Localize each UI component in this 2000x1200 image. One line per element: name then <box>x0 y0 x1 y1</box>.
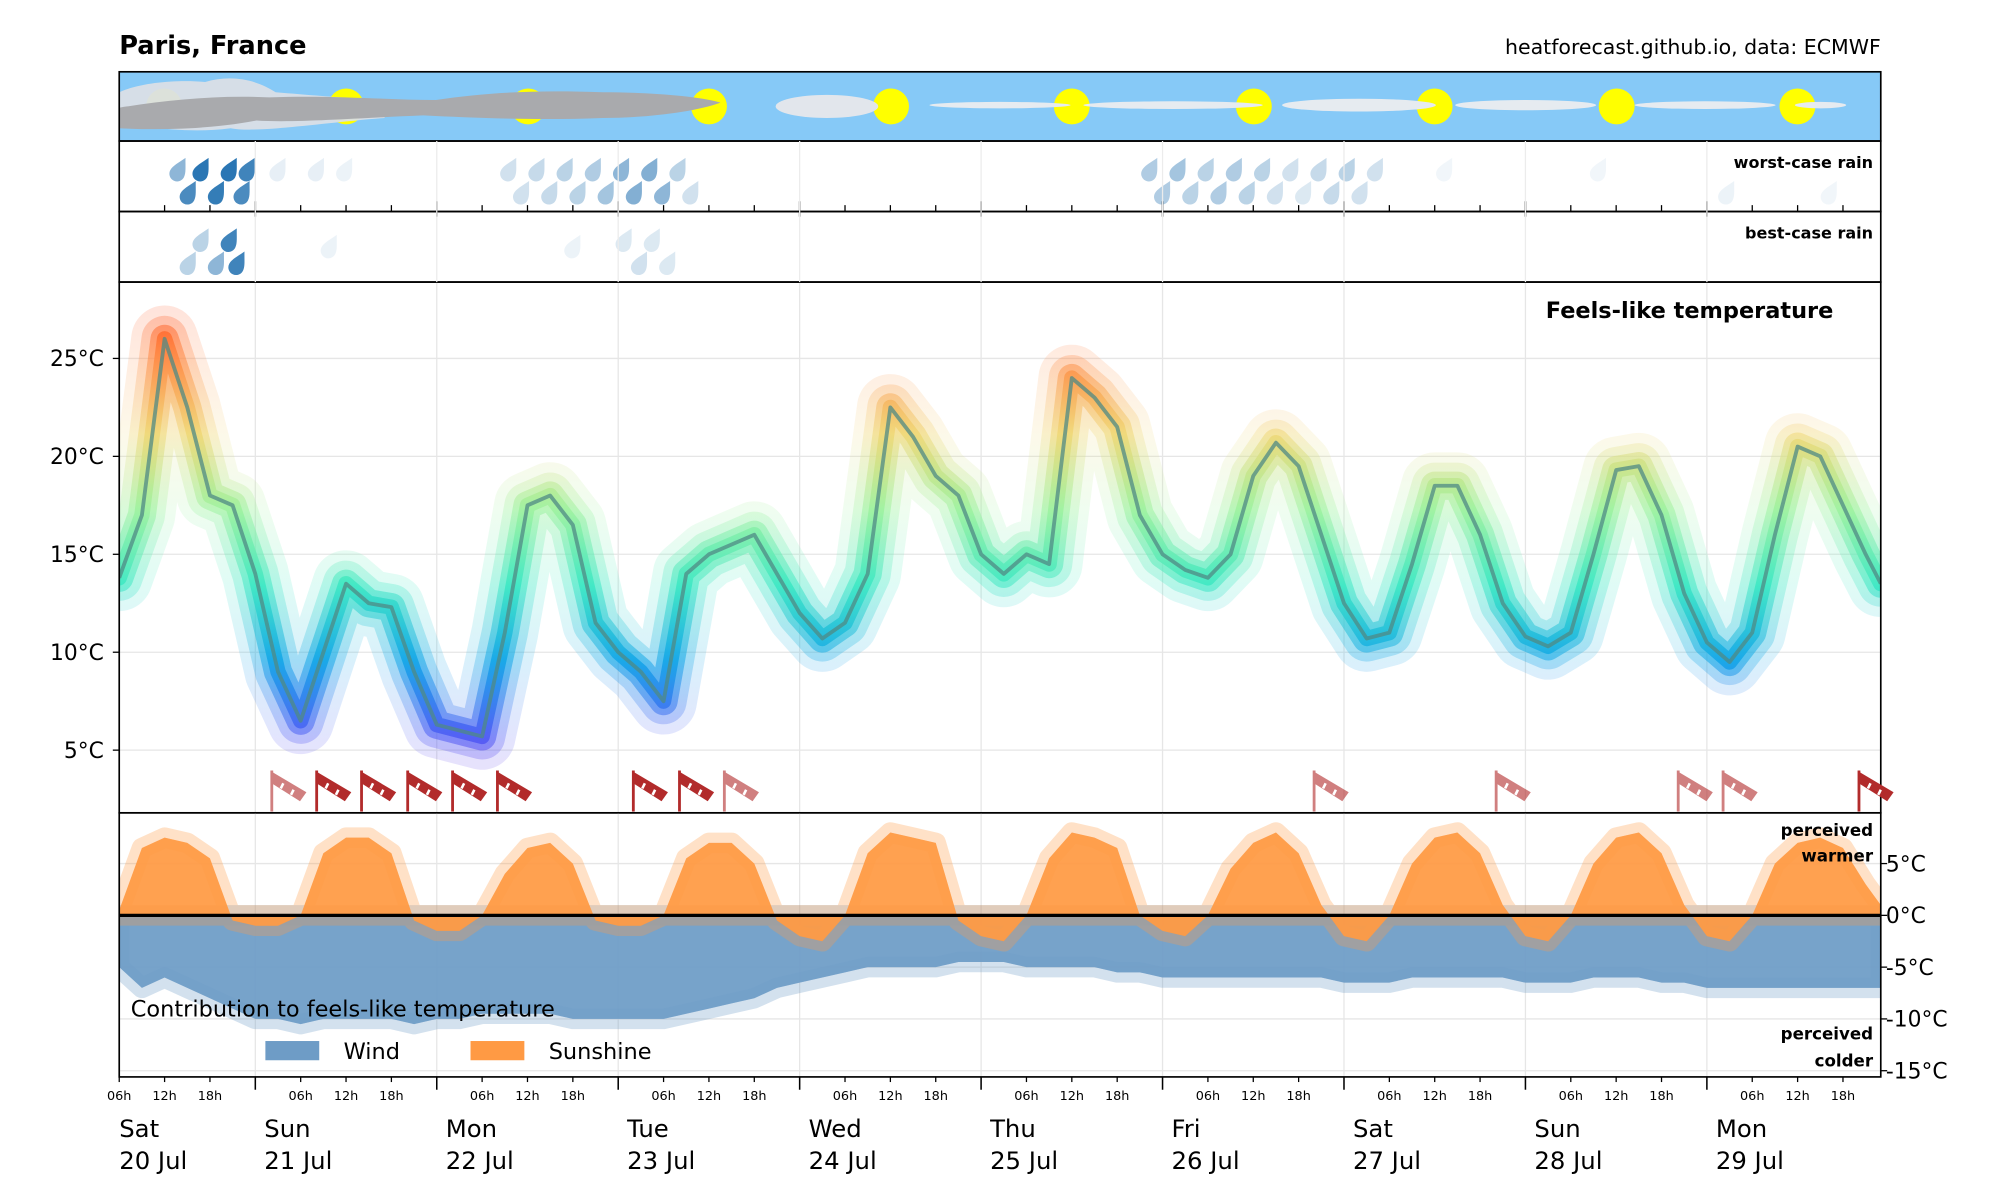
day-label: Wed <box>809 1114 862 1143</box>
x-axis: 06h 12h 18h 06h 12h 18h 06h 12h 18h 06h 12h 18h 06h 1… <box>107 141 1855 1175</box>
panel-label: best-case rain <box>1745 223 1873 242</box>
x-tick-label: 18h <box>1831 1089 1855 1104</box>
day-label: Sun <box>264 1114 310 1143</box>
contribution-panel: -15°C -10°C -5°C 0°C 5°C perceived warmer perce… <box>118 811 1948 1084</box>
date-label: 29 Jul <box>1716 1146 1784 1175</box>
x-tick-label: 12h <box>334 1089 358 1104</box>
date-label: 22 Jul <box>446 1146 514 1175</box>
x-tick-label: 06h <box>1196 1089 1220 1104</box>
day-label: Thu <box>989 1114 1036 1143</box>
panel-label: worst-case rain <box>1734 153 1873 172</box>
page-title: Paris, France <box>119 31 306 61</box>
y-tick-label: 5°C <box>1886 852 1926 877</box>
date-label: 27 Jul <box>1353 1146 1421 1175</box>
day-label: Sat <box>119 1114 159 1143</box>
date-label: 26 Jul <box>1172 1146 1240 1175</box>
plot-area <box>119 305 1881 770</box>
x-tick-label: 06h <box>1014 1089 1038 1104</box>
x-tick-label: 12h <box>1241 1089 1265 1104</box>
x-tick-label: 18h <box>198 1089 222 1104</box>
x-tick-label: 18h <box>1105 1089 1129 1104</box>
x-tick-label: 06h <box>470 1089 494 1104</box>
x-tick-label: 18h <box>1649 1089 1673 1104</box>
wind-gust-flags <box>270 769 1895 813</box>
plot-area <box>119 822 1881 1035</box>
x-tick-label: 06h <box>1377 1089 1401 1104</box>
day-label: Tue <box>626 1114 669 1143</box>
annotation: perceived <box>1781 821 1873 840</box>
annotation: warmer <box>1801 847 1873 866</box>
date-label: 21 Jul <box>264 1146 332 1175</box>
day-label: Sat <box>1353 1114 1393 1143</box>
x-tick-label: 12h <box>1422 1089 1446 1104</box>
annotation: perceived <box>1781 1025 1873 1044</box>
x-tick-label: 18h <box>924 1089 948 1104</box>
x-tick-label: 06h <box>1740 1089 1764 1104</box>
day-label: Sun <box>1534 1114 1580 1143</box>
sky-panel <box>118 70 1882 142</box>
annotation: colder <box>1815 1052 1874 1071</box>
y-tick-label: 25°C <box>50 347 104 372</box>
area <box>119 915 1881 1025</box>
date-label: 23 Jul <box>627 1146 695 1175</box>
legend: Contribution to feels-like temperature Wi… <box>131 997 652 1065</box>
panel-title: Feels-like temperature <box>1546 298 1834 324</box>
legend-label: Sunshine <box>549 1039 652 1065</box>
x-tick-label: 06h <box>107 1089 131 1104</box>
date-label: 28 Jul <box>1534 1146 1602 1175</box>
legend-swatch <box>470 1041 525 1061</box>
x-tick-label: 18h <box>742 1089 766 1104</box>
y-tick-label: 5°C <box>64 739 104 764</box>
legend-swatch <box>265 1041 320 1061</box>
median-line <box>119 336 1881 739</box>
x-tick-label: 06h <box>651 1089 675 1104</box>
x-tick-label: 12h <box>515 1089 539 1104</box>
x-tick-label: 12h <box>1604 1089 1628 1104</box>
date-label: 24 Jul <box>809 1146 877 1175</box>
x-tick-label: 12h <box>1060 1089 1084 1104</box>
y-tick-label: -15°C <box>1886 1059 1948 1084</box>
worst-case-rain-panel: worst-case rain <box>118 140 1882 213</box>
y-tick-label: -5°C <box>1886 956 1934 981</box>
x-tick-label: 06h <box>288 1089 312 1104</box>
y-tick-label: 20°C <box>50 445 104 470</box>
day-label: Mon <box>446 1114 497 1143</box>
x-tick-label: 18h <box>379 1089 403 1104</box>
legend-title: Contribution to feels-like temperature <box>131 997 555 1023</box>
y-tick-label: 15°C <box>50 543 104 568</box>
y-tick-label: 10°C <box>50 641 104 666</box>
x-tick-label: 18h <box>561 1089 585 1104</box>
panel-frame <box>118 811 1882 1078</box>
day-label: Mon <box>1716 1114 1767 1143</box>
source: heatforecast.github.io, data: ECMWF <box>1505 35 1881 59</box>
x-tick-label: 18h <box>1286 1089 1310 1104</box>
best-case-rain-panel: best-case rain <box>118 210 1882 283</box>
x-tick-label: 12h <box>878 1089 902 1104</box>
x-tick-label: 12h <box>152 1089 176 1104</box>
x-tick-label: 18h <box>1468 1089 1492 1104</box>
date-label: 25 Jul <box>990 1146 1058 1175</box>
x-tick-label: 06h <box>833 1089 857 1104</box>
day-label: Fri <box>1172 1114 1201 1143</box>
x-tick-label: 12h <box>697 1089 721 1104</box>
x-tick-label: 12h <box>1785 1089 1809 1104</box>
temperature-panel: 5°C 10°C 15°C 20°C 25°C Feels-like temperatur… <box>50 281 1882 814</box>
y-tick-label: -10°C <box>1886 1008 1948 1033</box>
legend-label: Wind <box>344 1039 400 1065</box>
x-tick-label: 06h <box>1559 1089 1583 1104</box>
y-tick-label: 0°C <box>1886 904 1926 929</box>
date-label: 20 Jul <box>119 1146 187 1175</box>
